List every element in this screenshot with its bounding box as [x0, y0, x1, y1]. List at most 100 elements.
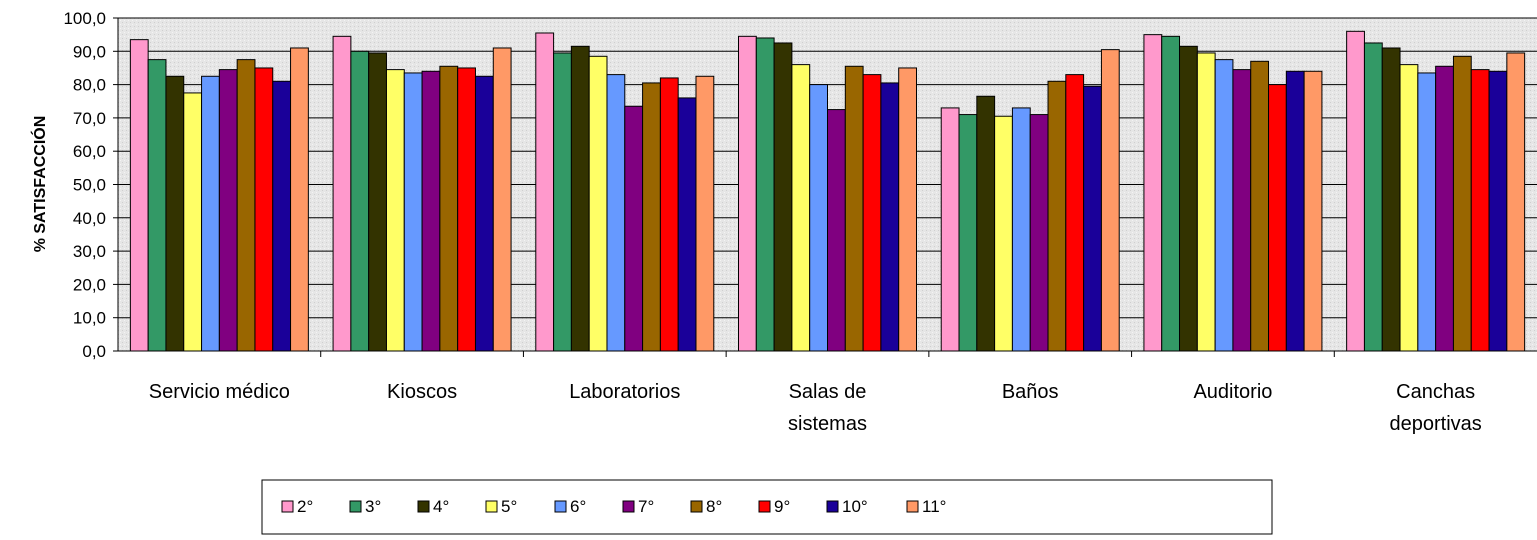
legend-swatch: [350, 501, 361, 512]
legend-swatch: [759, 501, 770, 512]
bar: [739, 36, 757, 351]
bar: [792, 65, 810, 351]
x-category-label: deportivas: [1390, 413, 1482, 435]
x-category-label: Laboratorios: [569, 381, 680, 403]
bar: [369, 53, 387, 351]
bar: [1048, 81, 1066, 351]
bar: [1304, 71, 1322, 351]
bar: [660, 78, 678, 351]
legend-label: 9°: [774, 497, 790, 516]
bar: [941, 108, 959, 351]
legend-label: 3°: [365, 497, 381, 516]
bar: [422, 71, 440, 351]
bar: [756, 38, 774, 351]
legend-label: 4°: [433, 497, 449, 516]
x-category-label: Kioscos: [387, 381, 457, 403]
bar: [1436, 66, 1454, 351]
bar: [1418, 73, 1436, 351]
bar: [1269, 85, 1287, 351]
bar: [625, 106, 643, 351]
bar: [1066, 75, 1084, 351]
bar: [166, 76, 184, 351]
x-category-label: Auditorio: [1193, 381, 1272, 403]
bar: [1012, 108, 1030, 351]
bar: [386, 70, 404, 351]
bar: [184, 93, 202, 351]
bar: [130, 40, 148, 351]
y-tick-label: 40,0: [73, 209, 106, 228]
y-tick-label: 20,0: [73, 275, 106, 294]
bar: [1489, 71, 1507, 351]
bar: [1400, 65, 1418, 351]
bar: [1507, 53, 1525, 351]
bar: [1180, 46, 1198, 351]
bar: [1101, 50, 1119, 351]
bar: [237, 60, 255, 351]
y-tick-label: 100,0: [63, 9, 106, 28]
bar: [291, 48, 309, 351]
bar: [995, 116, 1013, 351]
legend-label: 8°: [706, 497, 722, 516]
bar: [219, 70, 237, 351]
bar: [493, 48, 511, 351]
bar: [333, 36, 351, 351]
bar: [845, 66, 863, 351]
y-tick-label: 70,0: [73, 109, 106, 128]
bar: [536, 33, 554, 351]
legend-swatch: [907, 501, 918, 512]
y-tick-label: 0,0: [82, 342, 106, 361]
legend-swatch: [827, 501, 838, 512]
y-tick-label: 90,0: [73, 42, 106, 61]
bar: [351, 51, 369, 351]
bar: [1251, 61, 1269, 351]
legend-swatch: [555, 501, 566, 512]
bar: [863, 75, 881, 351]
bar: [273, 81, 291, 351]
bar: [1215, 60, 1233, 351]
legend-swatch: [418, 501, 429, 512]
legend-label: 6°: [570, 497, 586, 516]
bar: [1197, 53, 1215, 351]
bar: [1453, 56, 1471, 351]
bar: [589, 56, 607, 351]
bar: [1364, 43, 1382, 351]
bar: [774, 43, 792, 351]
bar: [1084, 86, 1102, 351]
bar: [1162, 36, 1180, 351]
y-axis-label: % SATISFACCIÓN: [30, 116, 49, 253]
legend-label: 5°: [501, 497, 517, 516]
x-category-label: sistemas: [788, 413, 867, 435]
x-category-label: Canchas: [1396, 381, 1475, 403]
x-category-label: Salas de: [789, 381, 867, 403]
legend-swatch: [486, 501, 497, 512]
bar: [607, 75, 625, 351]
legend-swatch: [691, 501, 702, 512]
bar: [881, 83, 899, 351]
bar: [959, 115, 977, 351]
bar: [678, 98, 696, 351]
bar: [899, 68, 917, 351]
bar: [1030, 115, 1048, 351]
bar: [554, 53, 572, 351]
bar: [440, 66, 458, 351]
bar: [1286, 71, 1304, 351]
legend-label: 11°: [922, 497, 946, 516]
bar: [696, 76, 714, 351]
bar: [1382, 48, 1400, 351]
bar: [1471, 70, 1489, 351]
bar: [571, 46, 589, 351]
bar: [828, 110, 846, 351]
legend-swatch: [282, 501, 293, 512]
x-category-label: Baños: [1002, 381, 1059, 403]
y-tick-label: 10,0: [73, 309, 106, 328]
bar: [255, 68, 273, 351]
bar: [458, 68, 476, 351]
legend-swatch: [623, 501, 634, 512]
bar: [977, 96, 995, 351]
bar: [1233, 70, 1251, 351]
y-tick-label: 60,0: [73, 142, 106, 161]
y-tick-label: 30,0: [73, 242, 106, 261]
legend-label: 2°: [297, 497, 313, 516]
